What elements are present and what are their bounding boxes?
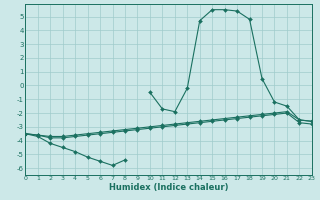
X-axis label: Humidex (Indice chaleur): Humidex (Indice chaleur)	[109, 183, 228, 192]
